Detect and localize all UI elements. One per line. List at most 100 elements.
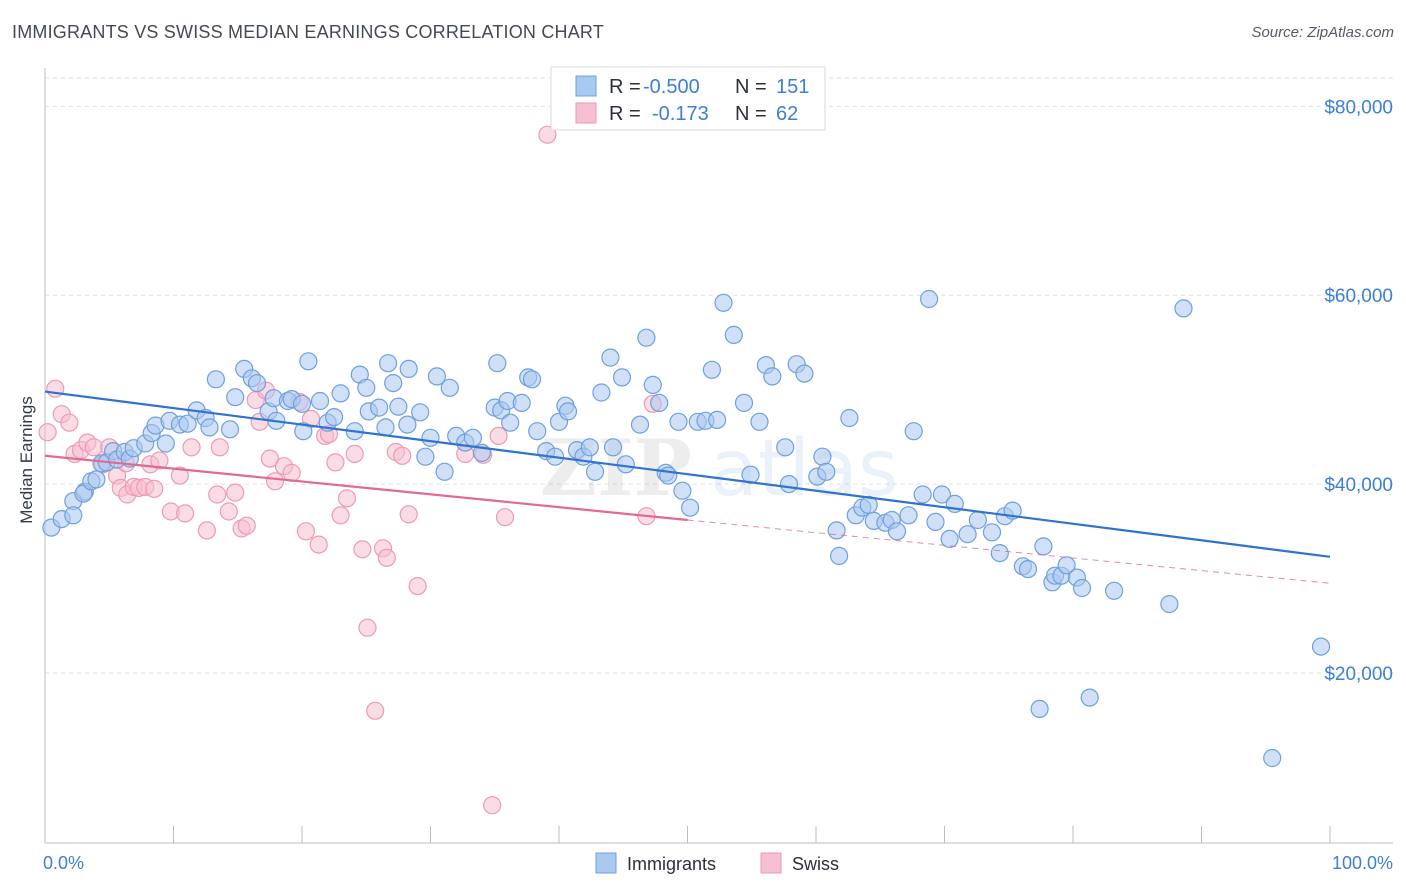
swiss-legend-swatch bbox=[575, 102, 597, 124]
data-point bbox=[331, 384, 350, 403]
data-point bbox=[370, 398, 389, 417]
data-point bbox=[580, 438, 599, 457]
data-point bbox=[296, 522, 315, 541]
data-point bbox=[200, 418, 219, 437]
data-point bbox=[84, 438, 103, 457]
axes bbox=[44, 68, 1393, 844]
data-point bbox=[840, 408, 859, 428]
data-point bbox=[630, 415, 650, 434]
data-point bbox=[669, 412, 688, 431]
data-point bbox=[310, 391, 330, 411]
data-point bbox=[483, 796, 502, 815]
immigrants-legend-swatch bbox=[575, 75, 597, 97]
data-point bbox=[206, 370, 225, 389]
data-point bbox=[399, 359, 418, 378]
data-point bbox=[829, 546, 849, 566]
data-point bbox=[357, 378, 376, 397]
immigrants-trend-line bbox=[44, 390, 1331, 558]
gridlines: $20,000 $40,000 $60,000 $80,000 bbox=[45, 77, 1393, 685]
data-point bbox=[226, 483, 245, 502]
legend-n-value: 62 bbox=[776, 103, 798, 125]
chart-title: IMMIGRANTS VS SWISS MEDIAN EARNINGS CORR… bbox=[12, 22, 604, 42]
data-point bbox=[353, 540, 372, 559]
data-point bbox=[958, 525, 977, 544]
data-point bbox=[156, 434, 175, 453]
data-point bbox=[489, 426, 508, 445]
legend-swiss-label: Swiss bbox=[792, 854, 839, 874]
data-point bbox=[145, 479, 164, 498]
data-point bbox=[411, 403, 430, 422]
data-point bbox=[990, 543, 1009, 563]
data-point bbox=[817, 462, 836, 481]
data-point bbox=[707, 410, 727, 429]
y-axis-title: Median Earnings bbox=[17, 396, 36, 524]
legend-n-label: N = bbox=[735, 103, 767, 125]
legend-n-value: 151 bbox=[776, 76, 809, 98]
y-tick-label: $60,000 bbox=[1324, 286, 1393, 307]
data-point bbox=[379, 354, 398, 373]
data-point bbox=[1080, 688, 1099, 707]
data-point bbox=[393, 446, 412, 465]
data-point bbox=[763, 367, 782, 386]
data-point bbox=[197, 521, 216, 540]
data-point bbox=[247, 374, 267, 393]
data-point bbox=[1311, 637, 1331, 656]
data-point bbox=[501, 413, 520, 432]
data-point bbox=[220, 420, 240, 439]
data-point bbox=[1160, 594, 1179, 614]
data-point bbox=[680, 498, 700, 517]
data-point bbox=[1057, 556, 1076, 575]
data-point bbox=[299, 352, 318, 371]
data-point bbox=[1034, 537, 1053, 556]
legend-r-label: R = bbox=[609, 76, 641, 98]
data-point bbox=[170, 466, 189, 485]
data-point bbox=[1030, 699, 1049, 719]
data-point bbox=[913, 485, 932, 504]
data-point bbox=[331, 506, 350, 525]
data-point bbox=[427, 367, 446, 386]
data-point bbox=[528, 422, 547, 441]
data-point bbox=[376, 418, 395, 437]
series-legend: Immigrants Swiss bbox=[595, 852, 839, 874]
data-point bbox=[463, 428, 482, 447]
data-point bbox=[226, 388, 245, 407]
data-point bbox=[237, 516, 256, 535]
data-point bbox=[265, 472, 285, 491]
data-point bbox=[522, 370, 542, 389]
data-point bbox=[488, 354, 507, 373]
data-point bbox=[150, 451, 169, 470]
data-point bbox=[416, 447, 435, 466]
data-point bbox=[377, 548, 396, 567]
data-point bbox=[603, 438, 623, 457]
data-point bbox=[714, 293, 733, 312]
data-point bbox=[643, 375, 662, 394]
immigrants-legend-swatch bbox=[595, 852, 617, 874]
data-point bbox=[1174, 299, 1193, 318]
data-point bbox=[389, 397, 408, 416]
correlation-legend: R = -0.500 N = 151 R = -0.173 N = 62 bbox=[550, 66, 826, 131]
legend-immigrants-label: Immigrants bbox=[627, 854, 716, 874]
data-point bbox=[616, 455, 635, 474]
data-point bbox=[309, 535, 328, 554]
swiss-legend-swatch bbox=[760, 852, 782, 874]
data-point bbox=[260, 449, 279, 468]
data-point bbox=[294, 422, 313, 441]
data-point bbox=[673, 481, 692, 500]
data-point bbox=[612, 368, 632, 387]
data-point bbox=[592, 383, 611, 402]
data-point bbox=[585, 462, 605, 481]
y-tick-label: $20,000 bbox=[1324, 664, 1393, 685]
legend-r-value: -0.500 bbox=[643, 76, 700, 98]
data-point bbox=[399, 505, 418, 524]
data-point bbox=[750, 412, 769, 431]
data-point bbox=[650, 393, 669, 412]
data-point bbox=[1104, 581, 1124, 600]
data-point bbox=[337, 489, 357, 508]
x-tick-label-max: 100.0% bbox=[1332, 853, 1393, 873]
data-point bbox=[940, 529, 959, 549]
immigrants-series bbox=[42, 289, 1331, 768]
data-point bbox=[558, 402, 578, 421]
y-tick-label: $80,000 bbox=[1324, 97, 1393, 118]
data-point bbox=[968, 510, 988, 530]
